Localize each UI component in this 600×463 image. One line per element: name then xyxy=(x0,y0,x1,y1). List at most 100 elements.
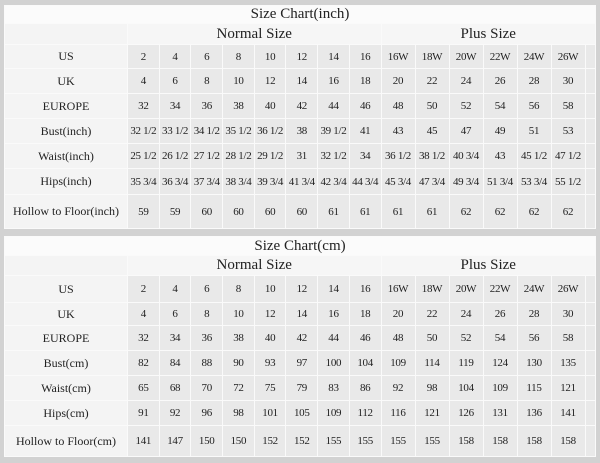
size-cell: 35 3/4 xyxy=(127,168,160,195)
size-cell: 26W xyxy=(550,44,586,69)
size-chart-cm: Size Chart(cm) Normal Size Plus Size US 2 4 6 8… xyxy=(4,236,596,457)
size-cell: 42 xyxy=(285,325,319,351)
row-label: Waist(inch) xyxy=(4,143,128,169)
size-cell: 10 xyxy=(222,68,255,94)
size-cell: 70 xyxy=(190,375,224,401)
size-cell: 36 1/2 xyxy=(253,118,287,144)
table-row: US 2 4 6 8 10 12 14 16 16W 18W 20W 22W 24W 26W xyxy=(4,275,596,303)
size-cell: 101 xyxy=(253,400,287,426)
size-cell: 20 xyxy=(380,302,416,326)
size-cell: 18 xyxy=(348,302,382,326)
chart-title: Size Chart(cm) xyxy=(4,236,596,256)
size-cell: 20 xyxy=(380,68,416,94)
empty-cell xyxy=(584,143,596,169)
size-cell: 48 xyxy=(380,93,416,119)
size-cell: 98 xyxy=(222,400,255,426)
table-row: UK 4 6 8 10 12 14 16 18 20 22 24 26 28 30 xyxy=(4,68,596,94)
size-cell: 43 xyxy=(482,143,518,169)
empty-cell xyxy=(584,168,596,195)
size-cell: 58 xyxy=(550,325,586,351)
plus-size-header: Plus Size xyxy=(380,255,596,276)
empty-cell xyxy=(584,118,596,144)
row-label: US xyxy=(4,44,128,69)
size-cell: 26 xyxy=(482,302,518,326)
size-cell: 42 3/4 xyxy=(317,168,350,195)
size-cell: 45 1/2 xyxy=(516,143,552,169)
corner-cell xyxy=(4,255,128,276)
empty-cell xyxy=(584,375,596,401)
size-cell: 54 xyxy=(482,325,518,351)
size-cell: 32 xyxy=(127,93,160,119)
size-cell: 4 xyxy=(127,68,160,94)
size-cell: 39 1/2 xyxy=(317,118,350,144)
size-cell: 83 xyxy=(317,375,350,401)
size-cell: 49 3/4 xyxy=(448,168,484,195)
cm-table: Size Chart(cm) Normal Size Plus Size US 2 4 6 8… xyxy=(4,236,596,457)
size-cell: 54 xyxy=(482,93,518,119)
size-cell: 98 xyxy=(414,375,450,401)
size-cell: 52 xyxy=(448,93,484,119)
size-cell: 79 xyxy=(285,375,319,401)
size-cell: 84 xyxy=(158,350,192,376)
size-cell: 130 xyxy=(516,350,552,376)
size-cell: 152 xyxy=(285,425,319,457)
size-cell: 47 3/4 xyxy=(414,168,450,195)
size-cell: 8 xyxy=(190,302,224,326)
size-cell: 6 xyxy=(158,68,192,94)
size-cell: 24W xyxy=(516,44,552,69)
size-cell: 90 xyxy=(222,350,255,376)
size-cell: 62 xyxy=(550,194,586,229)
size-cell: 38 xyxy=(285,118,319,144)
size-cell: 8 xyxy=(190,68,224,94)
size-cell: 35 1/2 xyxy=(222,118,255,144)
size-cell: 8 xyxy=(222,44,255,69)
size-cell: 14 xyxy=(317,275,350,303)
size-cell: 56 xyxy=(516,93,552,119)
size-cell: 53 xyxy=(550,118,586,144)
table-row: Hips(inch) 35 3/4 36 3/4 37 3/4 38 3/4 39 3/4… xyxy=(4,168,596,195)
table-row: US 2 4 6 8 10 12 14 16 16W 18W 20W 22W 24W 26W xyxy=(4,44,596,69)
size-cell: 10 xyxy=(253,275,287,303)
size-cell: 36 xyxy=(190,325,224,351)
size-cell: 46 xyxy=(348,93,382,119)
empty-cell xyxy=(584,400,596,426)
size-cell: 41 3/4 xyxy=(285,168,319,195)
row-label: UK xyxy=(4,68,128,94)
table-row: Hollow to Floor(inch) 59 59 60 60 60 60 61 61 61 6… xyxy=(4,194,596,229)
size-cell: 115 xyxy=(516,375,552,401)
size-cell: 121 xyxy=(550,375,586,401)
table-row: Hollow to Floor(cm) 141 147 150 150 152 152 155… xyxy=(4,425,596,457)
size-cell: 24 xyxy=(448,302,484,326)
size-cell: 61 xyxy=(380,194,416,229)
size-cell: 61 xyxy=(348,194,382,229)
size-cell: 60 xyxy=(222,194,255,229)
size-cell: 12 xyxy=(253,68,287,94)
size-cell: 82 xyxy=(127,350,160,376)
normal-size-header: Normal Size xyxy=(127,255,382,276)
empty-cell xyxy=(584,425,596,457)
table-row: Hips(cm) 91 92 96 98 101 105 109 112 116 121 126 131… xyxy=(4,400,596,426)
size-cell: 136 xyxy=(516,400,552,426)
size-cell: 49 xyxy=(482,118,518,144)
row-label: Bust(inch) xyxy=(4,118,128,144)
size-cell: 10 xyxy=(253,44,287,69)
size-cell: 4 xyxy=(127,302,160,326)
size-cell: 141 xyxy=(550,400,586,426)
size-cell: 141 xyxy=(127,425,160,457)
size-cell: 150 xyxy=(190,425,224,457)
empty-cell xyxy=(584,68,596,94)
size-cell: 47 1/2 xyxy=(550,143,586,169)
size-cell: 22 xyxy=(414,68,450,94)
size-cell: 97 xyxy=(285,350,319,376)
size-cell: 22 xyxy=(414,302,450,326)
size-cell: 25 1/2 xyxy=(127,143,160,169)
size-cell: 36 1/2 xyxy=(380,143,416,169)
size-cell: 158 xyxy=(448,425,484,457)
size-cell: 2 xyxy=(127,275,160,303)
size-cell: 40 3/4 xyxy=(448,143,484,169)
table-row: Waist(inch) 25 1/2 26 1/2 27 1/2 28 1/2 29 1/… xyxy=(4,143,596,169)
size-cell: 96 xyxy=(190,400,224,426)
size-cell: 18W xyxy=(414,44,450,69)
size-cell: 40 xyxy=(253,93,287,119)
size-cell: 22W xyxy=(482,44,518,69)
